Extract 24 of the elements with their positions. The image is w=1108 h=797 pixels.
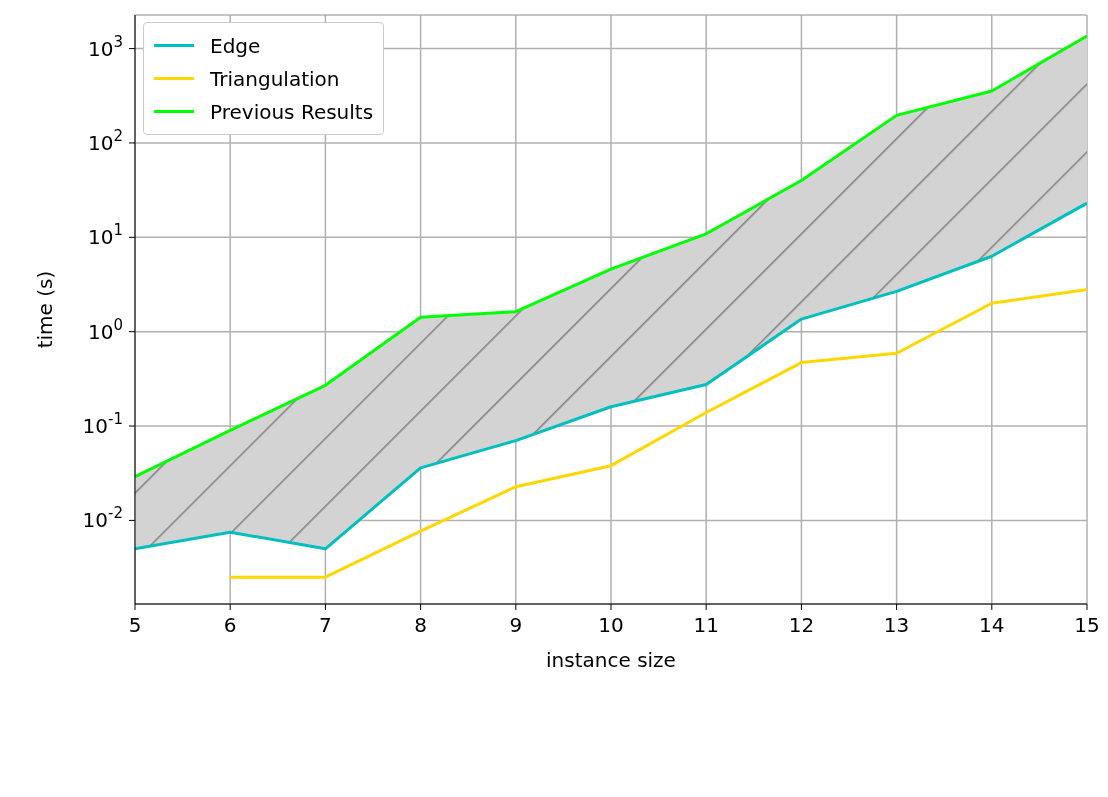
x-tick-label: 8 [414, 613, 427, 637]
y-tick-label: 10$^{-1}$ [82, 410, 123, 439]
x-tick-label: 10 [598, 613, 624, 637]
line-series [135, 201, 1087, 551]
x-tick-label: 9 [509, 613, 523, 637]
y-tick-label: 10$^{-2}$ [82, 504, 123, 533]
legend-label: Triangulation [210, 66, 340, 91]
legend-label: Previous Results [210, 99, 374, 124]
x-tick-label: 13 [883, 613, 910, 637]
y-tick-label: 10$^{0}$ [88, 315, 123, 344]
y-tick-label: 10$^{3}$ [88, 32, 123, 61]
y-axis-title: time (s) [33, 270, 58, 349]
x-tick-label: 11 [693, 613, 719, 637]
x-tick-label: 15 [1074, 613, 1100, 637]
x-tick-label: 12 [788, 613, 815, 637]
y-tick-label: 10$^{2}$ [88, 126, 123, 155]
line-series [228, 287, 1087, 579]
legend-label: Edge [210, 33, 261, 58]
x-tick-label: 5 [128, 613, 142, 637]
x-axis-title: instance size [546, 648, 676, 672]
x-tick-label: 14 [979, 613, 1005, 637]
x-tick-label: 7 [319, 613, 332, 637]
x-tick-label: 6 [223, 613, 237, 637]
y-tick-label: 10$^{1}$ [88, 221, 123, 250]
